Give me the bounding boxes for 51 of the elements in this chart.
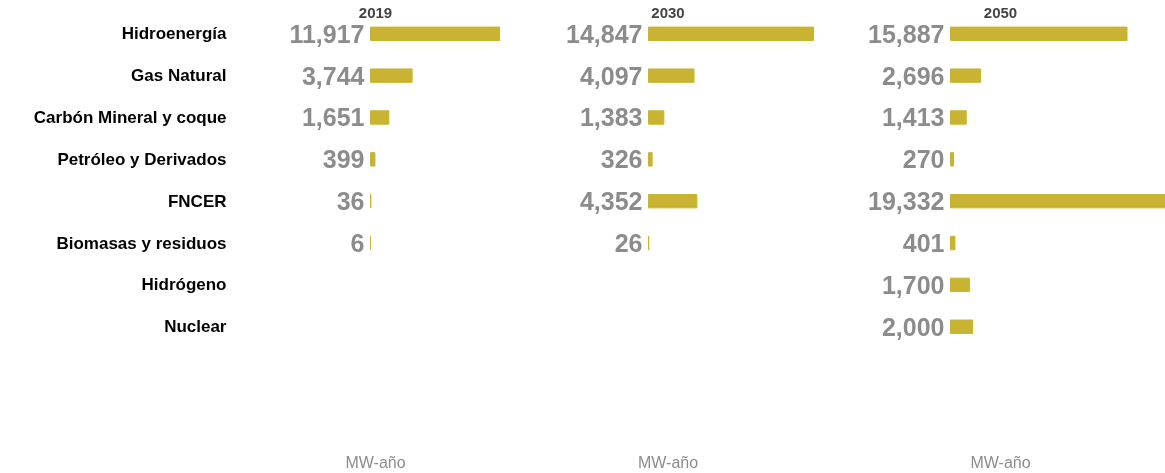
bar <box>950 110 967 125</box>
data-label: 1,700 <box>881 270 945 299</box>
chart-title: 2030 <box>651 3 685 21</box>
data-label: 326 <box>600 145 643 174</box>
y-tick-label: Hidroenergía <box>121 24 228 44</box>
bar <box>950 235 956 251</box>
x-axis-title: MW-año <box>970 453 1031 471</box>
data-label: 4,352 <box>579 187 643 216</box>
data-label: 2,000 <box>881 312 945 341</box>
data-label: 4,097 <box>579 61 643 90</box>
bar <box>950 68 981 83</box>
bar <box>370 152 376 167</box>
bar <box>950 26 1128 41</box>
y-tick-label: Nuclear <box>164 317 227 337</box>
y-tick-label: Gas Natural <box>131 66 227 86</box>
data-label: 270 <box>902 145 945 174</box>
x-axis-title: MW-año <box>345 453 406 471</box>
y-tick-label: Carbón Mineral y coque <box>33 107 227 127</box>
data-label: 6 <box>350 229 365 258</box>
data-label: 26 <box>614 229 643 258</box>
bar <box>950 277 970 293</box>
y-tick-label: Hidrógeno <box>141 275 227 295</box>
bar <box>648 193 698 209</box>
bar <box>648 110 665 125</box>
bar <box>648 68 695 83</box>
chart-title: 2019 <box>358 3 393 21</box>
data-label: 36 <box>336 187 365 216</box>
data-label: 14,847 <box>566 19 643 48</box>
data-label: 1,383 <box>579 103 643 132</box>
data-label: 15,887 <box>868 19 945 48</box>
bar <box>950 319 974 334</box>
data-label: 19,332 <box>868 187 945 216</box>
bar <box>950 152 954 167</box>
y-tick-label: Biomasas y residuos <box>56 233 227 253</box>
data-label: 2,696 <box>881 61 945 90</box>
bar <box>370 68 413 83</box>
data-label: 3,744 <box>301 61 365 90</box>
y-tick-label: FNCER <box>167 191 227 211</box>
bar <box>648 152 653 167</box>
bar <box>648 26 814 41</box>
x-axis-title: MW-año <box>637 453 699 471</box>
bar <box>370 26 500 41</box>
data-label: 1,651 <box>301 103 365 132</box>
y-tick-label: Petróleo y Derivados <box>57 149 227 169</box>
data-label: 399 <box>322 145 365 174</box>
data-label: 1,413 <box>881 103 945 132</box>
chart-title: 2050 <box>983 3 1018 21</box>
data-label: 11,917 <box>289 19 365 48</box>
bar <box>950 193 1165 209</box>
data-label: 401 <box>902 229 945 258</box>
bar <box>370 110 390 125</box>
